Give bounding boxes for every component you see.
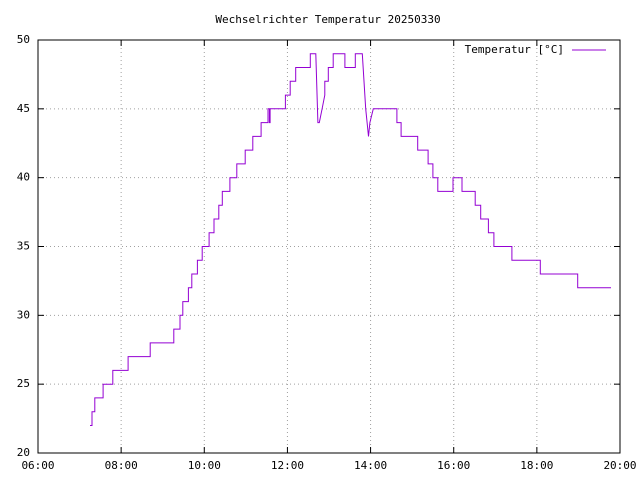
legend-label: Temperatur [°C] <box>465 43 564 56</box>
x-tick-label: 06:00 <box>21 459 54 472</box>
x-tick-label: 10:00 <box>188 459 221 472</box>
plot-frame <box>37 39 621 454</box>
x-tick-label: 16:00 <box>437 459 470 472</box>
x-tick-label: 14:00 <box>354 459 387 472</box>
x-tick-label: 20:00 <box>603 459 636 472</box>
y-tick-label: 50 <box>17 33 30 46</box>
y-tick-label: 25 <box>17 377 30 390</box>
x-tick-label: 08:00 <box>105 459 138 472</box>
x-tick-label: 18:00 <box>520 459 553 472</box>
data-line <box>90 53 611 426</box>
y-tick-label: 45 <box>17 102 30 115</box>
chart-title: Wechselrichter Temperatur 20250330 <box>215 13 440 26</box>
y-tick-label: 35 <box>17 240 30 253</box>
y-tick-label: 40 <box>17 171 30 184</box>
y-tick-label: 20 <box>17 446 30 459</box>
y-tick-label: 30 <box>17 308 30 321</box>
x-tick-label: 12:00 <box>271 459 304 472</box>
